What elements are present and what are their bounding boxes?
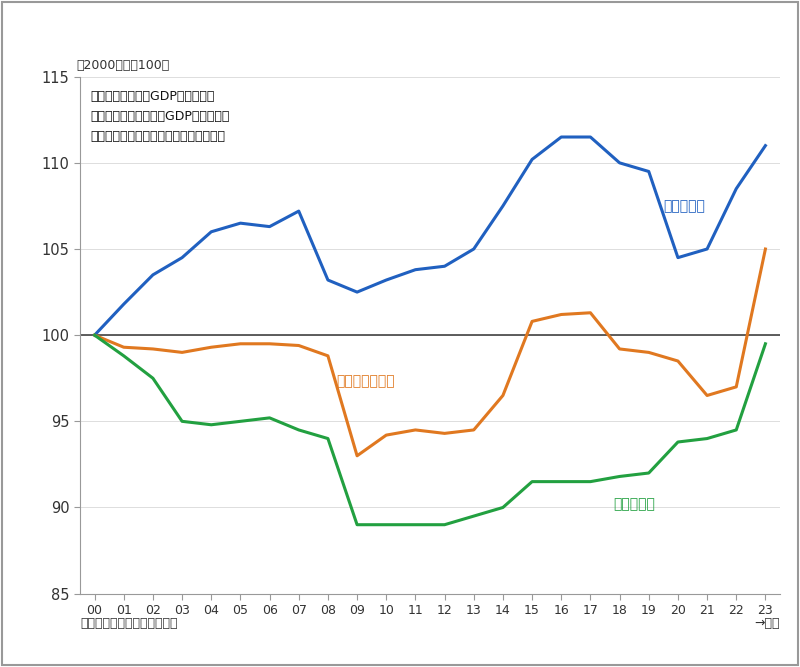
Text: （2000年度＝100）: （2000年度＝100） bbox=[77, 59, 170, 71]
Text: 物的生産性＝実質GDP／就業者数
付加価値生産性＝名目GDP／就業者数
雇用者報酬＝名目雇用者報酬／雇用者数: 物的生産性＝実質GDP／就業者数 付加価値生産性＝名目GDP／就業者数 雇用者報… bbox=[90, 89, 230, 143]
Text: 物的生産性: 物的生産性 bbox=[663, 199, 706, 213]
Text: 雇用者報酬: 雇用者報酬 bbox=[614, 497, 656, 511]
Text: →予想: →予想 bbox=[754, 617, 780, 630]
Text: 付加価値生産性: 付加価値生産性 bbox=[337, 375, 395, 389]
Text: 出所：内閣府、武者リサーチ: 出所：内閣府、武者リサーチ bbox=[80, 617, 178, 630]
Text: 図表 1: 物的生産性・付加価値生産性と賃金推移: 図表 1: 物的生産性・付加価値生産性と賃金推移 bbox=[12, 19, 377, 45]
